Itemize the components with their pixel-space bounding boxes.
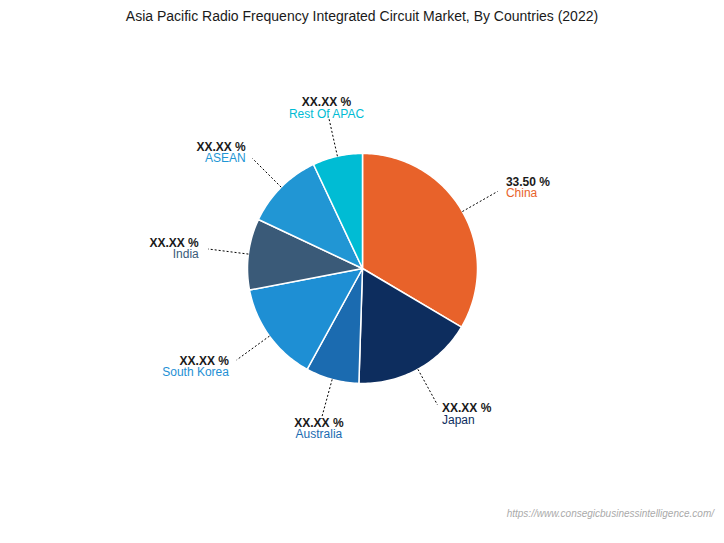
svg-text:South Korea: South Korea bbox=[162, 365, 229, 379]
svg-text:ASEAN: ASEAN bbox=[205, 151, 246, 165]
svg-text:China: China bbox=[506, 186, 538, 200]
svg-text:Japan: Japan bbox=[442, 413, 475, 427]
svg-text:India: India bbox=[173, 247, 199, 261]
svg-text:33.50 %: 33.50 % bbox=[505, 174, 550, 189]
svg-text:XX.XX %: XX.XX % bbox=[442, 401, 492, 416]
svg-text:XX.XX %: XX.XX % bbox=[294, 415, 344, 430]
html-text:Asia Pacific Radio Frequency I: Asia Pacific Radio Frequency Integrated … bbox=[125, 8, 599, 24]
svg-text:Rest Of APAC: Rest Of APAC bbox=[289, 107, 364, 121]
svg-text:XX.XX %: XX.XX % bbox=[149, 235, 199, 250]
svg-text:XX.XX %: XX.XX % bbox=[196, 139, 246, 154]
svg-text:XX.XX %: XX.XX % bbox=[179, 353, 229, 368]
svg-text:Australia: Australia bbox=[296, 427, 343, 441]
svg-text:XX.XX %: XX.XX % bbox=[301, 95, 352, 110]
html-text:https://www.consegicbusinessin: https://www.consegicbusinessintelligence… bbox=[506, 508, 714, 519]
